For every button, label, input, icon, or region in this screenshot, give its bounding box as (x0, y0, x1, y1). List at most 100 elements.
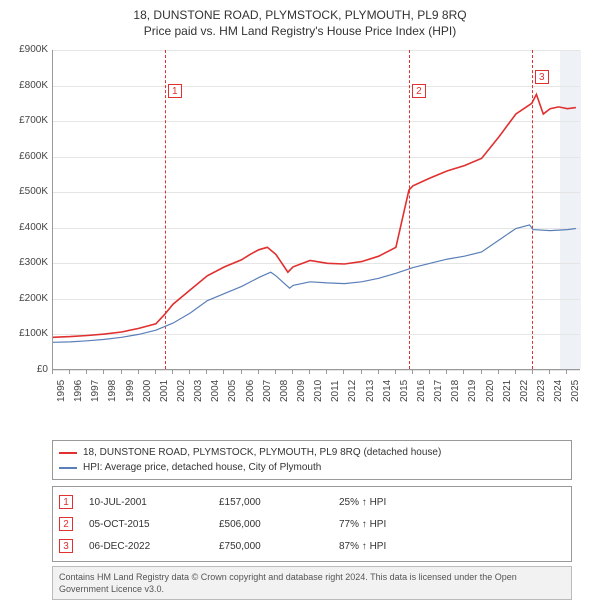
series-hpi (53, 225, 576, 342)
sale-date: 10-JUL-2001 (89, 497, 219, 508)
x-tick-label: 2019 (467, 380, 478, 402)
x-tick (241, 370, 242, 374)
x-tick (86, 370, 87, 374)
x-tick (395, 370, 396, 374)
x-tick (103, 370, 104, 374)
sale-delta: 87% ↑ HPI (339, 541, 565, 552)
y-tick-label: £400K (10, 222, 48, 233)
x-tick-label: 2003 (193, 380, 204, 402)
x-tick-label: 2024 (553, 380, 564, 402)
x-tick (258, 370, 259, 374)
x-tick-label: 1999 (125, 380, 136, 402)
legend-row: 18, DUNSTONE ROAD, PLYMSTOCK, PLYMOUTH, … (59, 445, 565, 460)
page-subtitle: Price paid vs. HM Land Registry's House … (10, 24, 590, 38)
x-tick-label: 2025 (570, 380, 581, 402)
sale-delta: 25% ↑ HPI (339, 497, 565, 508)
y-tick-label: £700K (10, 115, 48, 126)
series-lines (53, 50, 581, 370)
x-tick-label: 2004 (210, 380, 221, 402)
legend-label: HPI: Average price, detached house, City… (83, 460, 321, 475)
x-tick (515, 370, 516, 374)
x-tick (549, 370, 550, 374)
x-tick-label: 2000 (142, 380, 153, 402)
x-tick (69, 370, 70, 374)
sale-price: £750,000 (219, 541, 339, 552)
x-tick (446, 370, 447, 374)
sales-table: 110-JUL-2001£157,00025% ↑ HPI 2 05-OCT-201… (52, 486, 572, 562)
chart: £0 £100K £200K £300K £400K £500K £600K £700K £80… (10, 44, 590, 434)
x-tick (412, 370, 413, 374)
x-tick (52, 370, 53, 374)
x-tick-label: 2020 (485, 380, 496, 402)
x-tick-label: 2012 (347, 380, 358, 402)
sale-row: 2 05-OCT-2015£506,00077% ↑ HPI (59, 513, 565, 535)
y-tick-label: £200K (10, 293, 48, 304)
x-tick (172, 370, 173, 374)
x-tick (292, 370, 293, 374)
x-tick-label: 2021 (502, 380, 513, 402)
y-tick-label: £900K (10, 44, 48, 55)
x-tick-label: 2008 (279, 380, 290, 402)
x-tick (138, 370, 139, 374)
x-tick-label: 2002 (176, 380, 187, 402)
x-tick-label: 1995 (56, 380, 67, 402)
x-tick-label: 2007 (262, 380, 273, 402)
plot-area (52, 50, 580, 370)
x-tick (326, 370, 327, 374)
series-property (53, 94, 576, 337)
x-tick-label: 2023 (536, 380, 547, 402)
footer-attribution: Contains HM Land Registry data © Crown c… (52, 566, 572, 600)
sale-delta: 77% ↑ HPI (339, 519, 565, 530)
x-tick (361, 370, 362, 374)
x-tick (343, 370, 344, 374)
y-tick-label: £0 (10, 364, 48, 375)
x-tick (155, 370, 156, 374)
legend-label: 18, DUNSTONE ROAD, PLYMSTOCK, PLYMOUTH, … (83, 445, 441, 460)
sale-marker-badge: 3 (535, 70, 549, 84)
y-tick-label: £500K (10, 186, 48, 197)
x-tick (481, 370, 482, 374)
sale-price: £506,000 (219, 519, 339, 530)
x-tick-label: 2022 (519, 380, 530, 402)
legend-swatch (59, 467, 77, 469)
x-tick (275, 370, 276, 374)
x-tick (223, 370, 224, 374)
sale-marker-badge: 1 (168, 84, 182, 98)
y-tick-label: £800K (10, 80, 48, 91)
sale-date: 05-OCT-2015 (89, 519, 219, 530)
sale-badge: 3 (59, 539, 73, 553)
x-tick-label: 2001 (159, 380, 170, 402)
x-tick (189, 370, 190, 374)
y-tick-label: £100K (10, 328, 48, 339)
x-tick-label: 2018 (450, 380, 461, 402)
x-tick (121, 370, 122, 374)
legend: 18, DUNSTONE ROAD, PLYMSTOCK, PLYMOUTH, … (52, 440, 572, 480)
x-tick-label: 2013 (365, 380, 376, 402)
sale-row: 3 06-DEC-2022£750,00087% ↑ HPI (59, 535, 565, 557)
y-tick-label: £300K (10, 257, 48, 268)
x-tick (498, 370, 499, 374)
x-tick-label: 1997 (90, 380, 101, 402)
x-tick-label: 2011 (330, 380, 341, 402)
sale-date: 06-DEC-2022 (89, 541, 219, 552)
y-tick-label: £600K (10, 151, 48, 162)
x-tick (309, 370, 310, 374)
sale-badge: 2 (59, 517, 73, 531)
x-tick (463, 370, 464, 374)
legend-swatch (59, 452, 77, 454)
legend-row: HPI: Average price, detached house, City… (59, 460, 565, 475)
x-tick-label: 2010 (313, 380, 324, 402)
x-tick-label: 2014 (382, 380, 393, 402)
x-tick-label: 2016 (416, 380, 427, 402)
gridline (53, 370, 580, 371)
sale-row: 110-JUL-2001£157,00025% ↑ HPI (59, 491, 565, 513)
x-tick (206, 370, 207, 374)
x-tick-label: 2005 (227, 380, 238, 402)
x-tick-label: 2017 (433, 380, 444, 402)
page-title: 18, DUNSTONE ROAD, PLYMSTOCK, PLYMOUTH, … (10, 8, 590, 22)
x-tick (566, 370, 567, 374)
sale-marker-badge: 2 (412, 84, 426, 98)
x-tick (532, 370, 533, 374)
x-tick-label: 1998 (107, 380, 118, 402)
x-tick-label: 2015 (399, 380, 410, 402)
